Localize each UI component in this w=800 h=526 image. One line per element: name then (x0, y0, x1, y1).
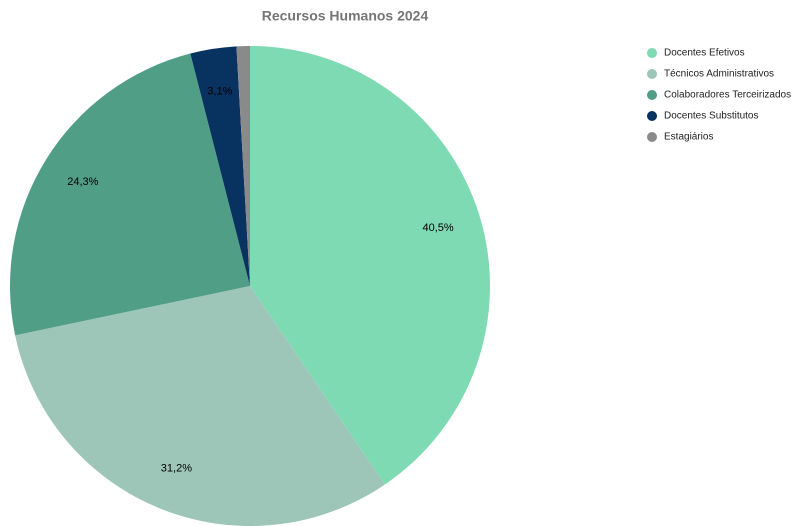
pie-slice (190, 46, 250, 286)
slice-label: 40,5% (422, 222, 453, 234)
legend-marker (647, 111, 657, 121)
legend-marker (647, 48, 657, 58)
pie-slice (15, 286, 385, 526)
pie-slice (10, 53, 250, 336)
legend-label: Estagiários (664, 132, 713, 143)
legend-label: Técnicos Administrativos (664, 69, 774, 80)
pie-slice (236, 46, 250, 286)
slice-label: 31,2% (161, 462, 192, 474)
legend-marker (647, 90, 657, 100)
legend-label: Docentes Substitutos (664, 111, 759, 122)
slice-label: 3,1% (207, 85, 232, 97)
legend-marker (647, 69, 657, 79)
legend-marker (647, 132, 657, 142)
chart-title: Recursos Humanos 2024 (262, 8, 429, 24)
legend-label: Colaboradores Terceirizados (664, 90, 791, 101)
legend-label: Docentes Efetivos (664, 48, 745, 59)
pie-slice (250, 46, 491, 485)
slice-label: 24,3% (67, 176, 98, 188)
